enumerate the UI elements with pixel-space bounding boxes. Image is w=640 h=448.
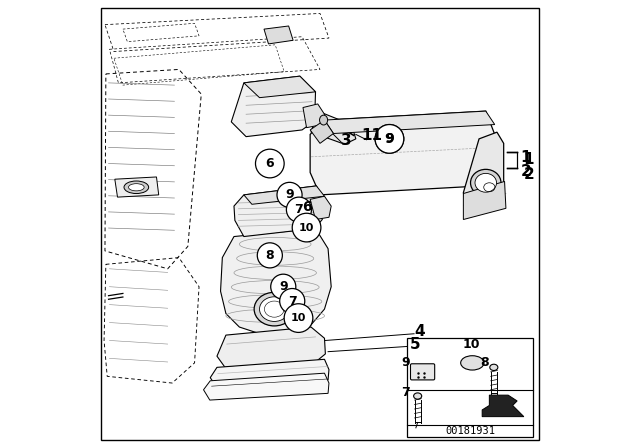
Circle shape xyxy=(271,274,296,299)
Circle shape xyxy=(284,304,313,332)
Polygon shape xyxy=(482,395,524,417)
Circle shape xyxy=(287,197,312,222)
Text: 5: 5 xyxy=(410,336,420,352)
Text: 7: 7 xyxy=(294,203,303,216)
Text: 2: 2 xyxy=(524,167,534,182)
Ellipse shape xyxy=(413,393,422,399)
Circle shape xyxy=(255,149,284,178)
Text: 2: 2 xyxy=(521,164,531,179)
Ellipse shape xyxy=(475,173,497,192)
Polygon shape xyxy=(463,181,506,220)
Polygon shape xyxy=(310,111,495,195)
Circle shape xyxy=(280,289,305,314)
Text: 9: 9 xyxy=(385,132,394,146)
Text: 1: 1 xyxy=(521,150,531,165)
Polygon shape xyxy=(234,186,324,237)
Text: 9: 9 xyxy=(401,356,410,370)
Polygon shape xyxy=(311,111,356,144)
Polygon shape xyxy=(115,177,159,197)
Circle shape xyxy=(257,243,282,268)
Polygon shape xyxy=(324,111,495,134)
Text: 11: 11 xyxy=(361,128,382,143)
Text: 7: 7 xyxy=(401,386,410,400)
Polygon shape xyxy=(310,196,332,220)
Ellipse shape xyxy=(461,356,484,370)
Text: 3: 3 xyxy=(340,133,351,148)
Ellipse shape xyxy=(254,292,294,326)
Polygon shape xyxy=(244,76,316,98)
Circle shape xyxy=(375,125,404,153)
Circle shape xyxy=(277,182,302,207)
Text: 1: 1 xyxy=(524,151,534,167)
Polygon shape xyxy=(221,228,332,335)
Text: 9: 9 xyxy=(279,280,287,293)
Polygon shape xyxy=(463,132,504,211)
Ellipse shape xyxy=(470,169,501,196)
Text: 6: 6 xyxy=(266,157,274,170)
Text: 10: 10 xyxy=(463,338,480,352)
Ellipse shape xyxy=(490,364,498,370)
Polygon shape xyxy=(310,120,333,143)
Polygon shape xyxy=(204,373,329,400)
Text: 6: 6 xyxy=(302,200,312,214)
Polygon shape xyxy=(231,76,316,137)
Polygon shape xyxy=(303,104,324,128)
Circle shape xyxy=(375,125,404,153)
Text: 9: 9 xyxy=(285,188,294,202)
Polygon shape xyxy=(264,26,293,44)
Text: 8: 8 xyxy=(481,356,489,370)
Text: 10: 10 xyxy=(299,223,314,233)
Ellipse shape xyxy=(260,297,289,322)
Text: 7: 7 xyxy=(288,294,296,308)
Polygon shape xyxy=(244,186,324,204)
FancyBboxPatch shape xyxy=(410,364,435,380)
Ellipse shape xyxy=(124,181,148,194)
Text: 8: 8 xyxy=(266,249,274,262)
Polygon shape xyxy=(217,327,325,367)
Circle shape xyxy=(292,213,321,242)
Text: 4: 4 xyxy=(414,324,425,339)
Ellipse shape xyxy=(319,115,328,125)
Text: 10: 10 xyxy=(291,313,306,323)
Polygon shape xyxy=(210,359,329,388)
Text: 00181931: 00181931 xyxy=(445,426,495,436)
Ellipse shape xyxy=(129,184,144,191)
Text: 9: 9 xyxy=(385,132,394,146)
Bar xyxy=(407,338,532,437)
